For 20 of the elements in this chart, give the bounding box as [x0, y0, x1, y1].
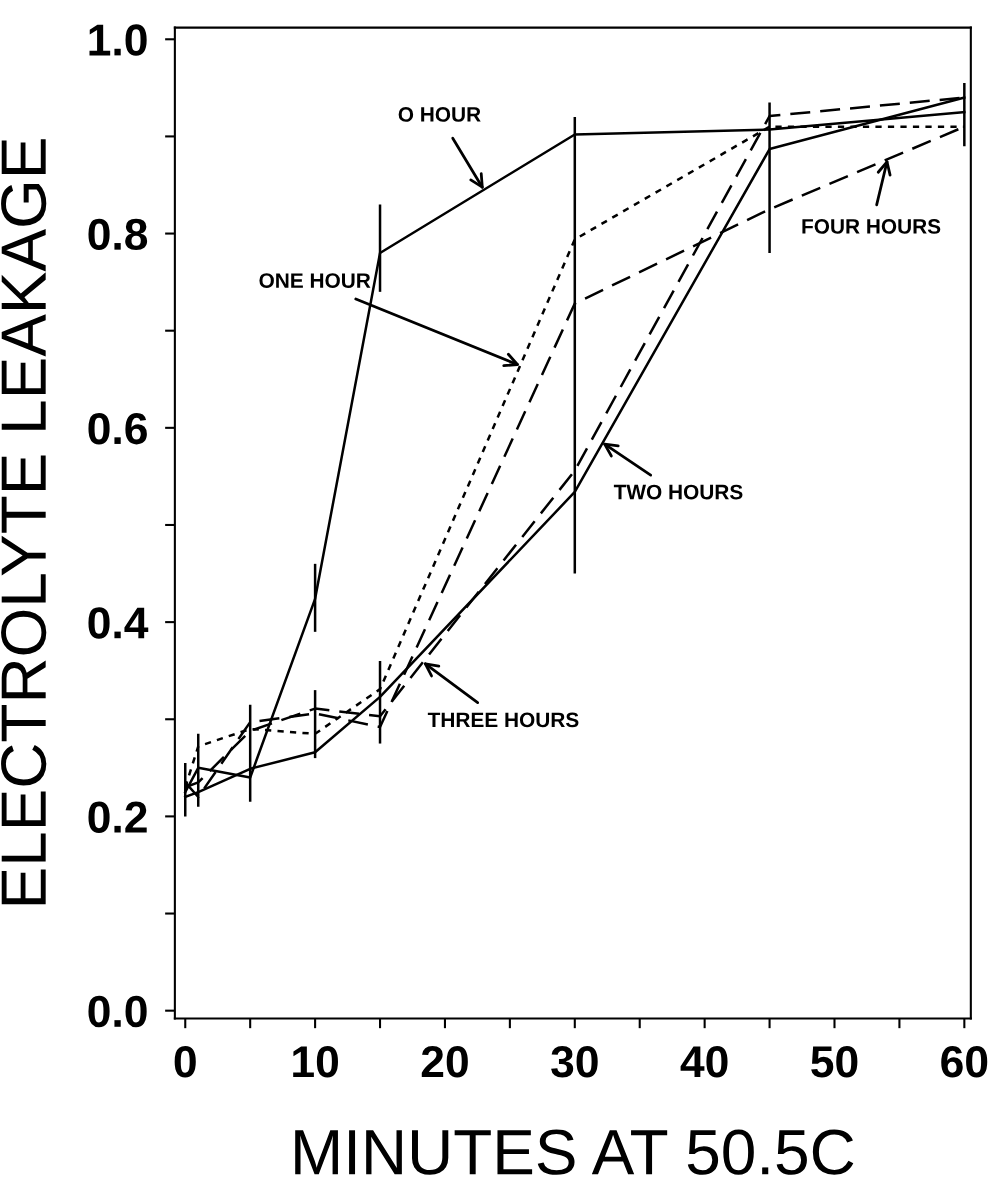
x-tick-label: 60 [941, 1046, 988, 1078]
y-axis-title: ELECTROLYTE LEAKAGE [1, 139, 47, 905]
annotation: O HOUR [398, 107, 481, 122]
x-tick-label: 30 [551, 1046, 598, 1078]
x-tick-label: 0 [174, 1046, 196, 1078]
x-axis-title: MINUTES AT 50.5C [295, 1129, 854, 1175]
annotation: ONE HOUR [259, 273, 371, 288]
x-tick-label: 10 [293, 1046, 338, 1078]
annotation: THREE HOURS [427, 712, 579, 728]
y-tick-label: 0.6 [88, 412, 147, 445]
y-tick-label: 0.0 [88, 995, 147, 1028]
x-tick-label: 20 [421, 1046, 468, 1078]
y-tick-label: 1.0 [89, 24, 147, 56]
y-tick-label: 0.8 [88, 218, 148, 251]
annotation: FOUR HOURS [802, 219, 941, 234]
x-tick-label: 50 [811, 1046, 858, 1078]
y-tick-label: 0.4 [88, 607, 149, 639]
annotation: TWO HOURS [613, 484, 743, 500]
y-tick-label: 0.2 [88, 801, 147, 833]
x-tick-label: 40 [680, 1046, 728, 1078]
